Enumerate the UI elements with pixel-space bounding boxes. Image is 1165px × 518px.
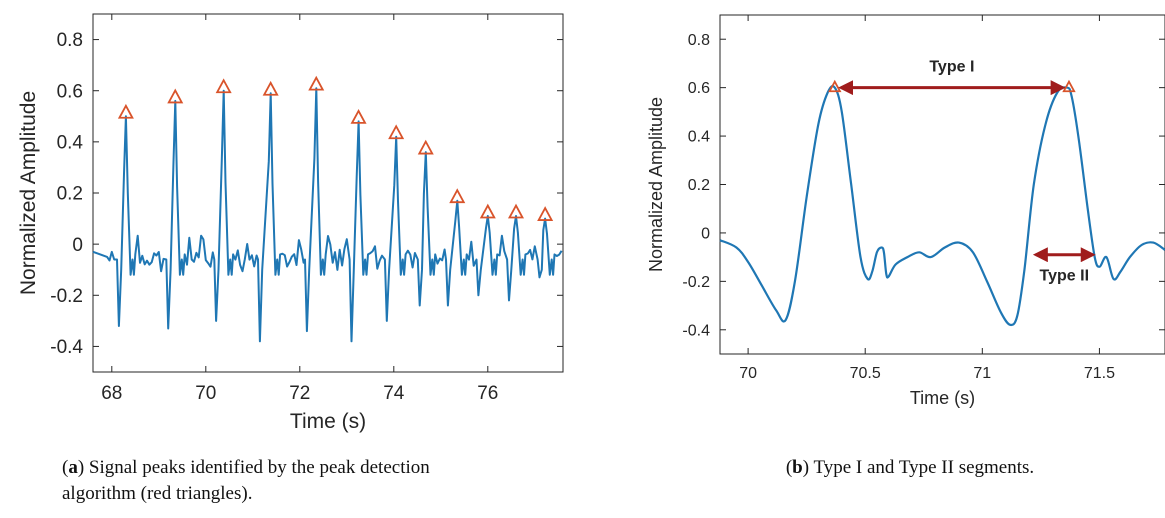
caption-b: (b) Type I and Type II segments. (785, 457, 1035, 478)
b-y-tick-label-1: -0.2 (682, 274, 710, 291)
a-y-axis-label: Normalized Amplitude (17, 91, 40, 295)
a-y-tick-label-1: -0.2 (50, 286, 83, 307)
b-x-axis-label: Time (s) (910, 388, 975, 408)
a-x-tick-label-0: 68 (101, 383, 122, 404)
b-y-tick-label-4: 0.4 (688, 129, 710, 146)
a-x-axis-label: Time (s) (290, 410, 366, 433)
a-x-tick-label-1: 70 (195, 383, 216, 404)
b-peak-marker-1 (1062, 79, 1076, 93)
a-peak-marker-1 (167, 88, 184, 104)
b-x-tick-label-2: 71 (973, 365, 991, 382)
b-y-tick-label-2: 0 (701, 226, 710, 243)
a-plot-frame (92, 13, 564, 373)
b-signal-line (719, 85, 1165, 327)
a-peak-marker-0 (117, 103, 134, 119)
a-y-tick-label-0: -0.4 (50, 337, 83, 358)
caption-b-letter: b (792, 457, 803, 478)
b-y-axis-label: Normalized Amplitude (646, 97, 666, 272)
a-x-tick-label-3: 74 (383, 383, 405, 404)
b-x-tick-label-1: 70.5 (850, 365, 881, 382)
b-y-tick-label-3: 0.2 (688, 177, 710, 194)
a-peak-marker-4 (308, 75, 325, 91)
b-y-tick-label-5: 0.6 (688, 80, 710, 97)
a-y-tick-label-6: 0.8 (57, 30, 83, 51)
b-peak-marker-0 (828, 79, 842, 93)
a-peak-marker-6 (388, 124, 405, 140)
b-type1-label: Type I (929, 59, 974, 76)
a-peak-marker-10 (507, 203, 525, 219)
b-x-tick-label-0: 70 (739, 365, 757, 382)
caption-b-text: Type I and Type II segments. (813, 457, 1035, 478)
a-peak-marker-5 (350, 109, 367, 124)
a-peak-marker-11 (537, 206, 554, 221)
a-y-tick-label-5: 0.6 (57, 81, 83, 102)
a-y-tick-label-3: 0.2 (57, 184, 83, 205)
a-signal-line (92, 87, 563, 343)
a-x-tick-label-2: 72 (289, 383, 310, 404)
a-peak-marker-2 (215, 78, 232, 94)
a-peak-marker-8 (449, 188, 466, 204)
a-y-tick-label-4: 0.4 (57, 133, 84, 154)
chart-b: 70 70.5 71 71.5 -0.4 -0.2 0 0.2 0.4 0.6 0.8 Time (s… (646, 14, 1165, 408)
caption-a: (a) Signal peaks identified by the peak … (62, 457, 430, 504)
a-peak-marker-7 (417, 139, 434, 155)
b-x-tick-label-3: 71.5 (1084, 365, 1115, 382)
a-peak-marker-3 (262, 80, 279, 96)
caption-a-letter: a (68, 457, 78, 478)
caption-a-text: Signal peaks identified by the peak dete… (62, 457, 430, 504)
b-y-tick-label-0: -0.4 (682, 322, 710, 339)
b-y-tick-label-6: 0.8 (688, 32, 710, 49)
chart-a: 68 70 72 74 76 -0.4 -0.2 0 0.2 0.4 0.6 0.8 Time (s) N… (17, 13, 564, 433)
a-y-tick-label-2: 0 (72, 235, 83, 256)
b-type2-label: Type II (1040, 268, 1090, 285)
a-peak-marker-9 (479, 203, 496, 219)
a-x-tick-label-4: 76 (477, 383, 498, 404)
